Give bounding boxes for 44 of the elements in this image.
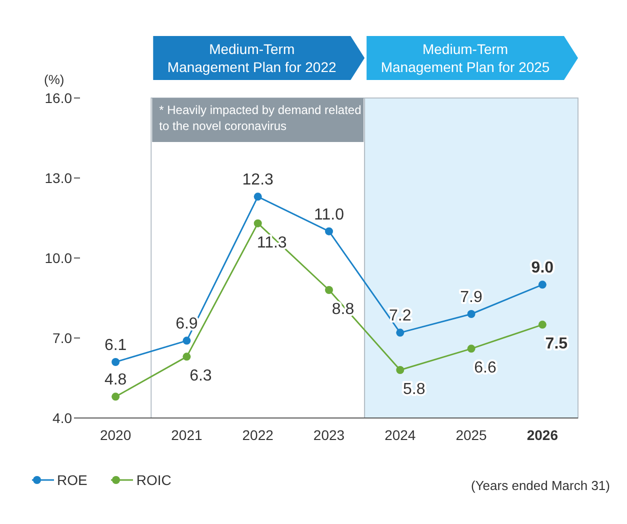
y-tick-label: 7.0 (52, 330, 72, 346)
data-label: 7.2 (389, 308, 412, 325)
data-label: 12.3 (242, 172, 274, 189)
text: (Years ended March 31) (471, 478, 610, 493)
data-label: 5.8 (403, 381, 426, 398)
y-tick-label: 16.0 (44, 90, 72, 106)
point (325, 286, 333, 294)
x-tick-label: 2023 (313, 427, 345, 443)
x-tick-label: 2020 (100, 427, 132, 443)
data-label: 6.1 (104, 337, 127, 354)
x-tick-label: 2025 (456, 427, 488, 443)
point (182, 336, 191, 345)
point (538, 320, 546, 329)
x-tick-label: 2026 (526, 427, 558, 443)
point (112, 392, 120, 401)
annotation: * Heavily impacted by demand related to the novel coronavirus (159, 103, 362, 133)
legend-label: ROIC (136, 472, 172, 488)
data-label: 4.8 (104, 372, 127, 389)
data-label: 6.6 (474, 360, 497, 377)
data-label: 9.0 (531, 260, 554, 277)
data-label: 7.5 (545, 336, 568, 353)
point (396, 366, 404, 374)
band-label: Medium-Term Management Plan for 2025 (380, 41, 550, 75)
y-tick-label: 13.0 (44, 170, 72, 186)
data-label: 7.9 (460, 289, 483, 306)
point (467, 344, 476, 353)
point (538, 280, 546, 289)
data-label: 6.3 (190, 368, 212, 385)
legend-label: ROE (57, 472, 88, 488)
data-label: 11.0 (314, 206, 344, 224)
y-tick-label: 10.0 (44, 250, 72, 266)
point (396, 328, 404, 337)
y-tick-label: 4.0 (52, 410, 72, 426)
x-tick-label: 2022 (242, 427, 274, 443)
point (254, 219, 262, 228)
point (182, 352, 191, 361)
y-axis-title: (%) (44, 72, 64, 87)
point (467, 310, 476, 318)
point (325, 227, 333, 236)
band-label: Medium-Term Management Plan for 2022 (167, 41, 337, 75)
x-tick-label: 2024 (384, 427, 416, 443)
point (254, 192, 262, 201)
point (112, 358, 120, 366)
x-tick-label: 2021 (171, 427, 202, 443)
